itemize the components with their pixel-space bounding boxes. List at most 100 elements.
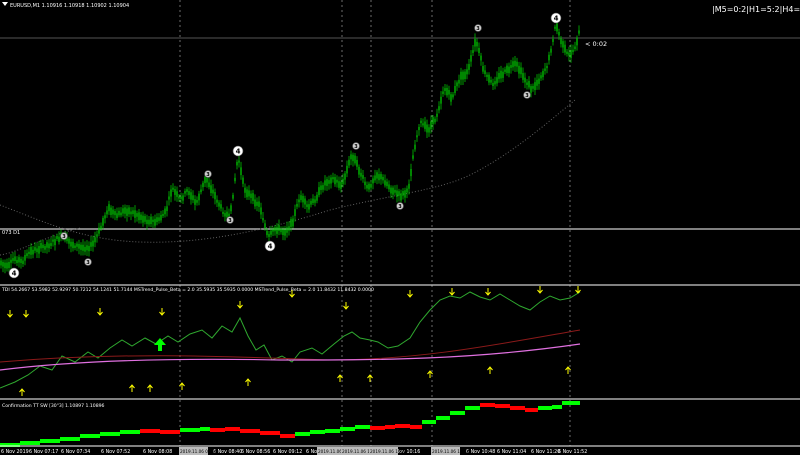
candle-body — [152, 219, 154, 222]
candle-body — [216, 199, 218, 203]
candle-body — [300, 195, 302, 201]
buy-arrow-icon — [487, 366, 493, 374]
svg-text:3: 3 — [354, 144, 358, 150]
buy-arrow-icon — [245, 378, 251, 386]
candle-body — [188, 191, 190, 195]
candle-body — [256, 201, 258, 206]
candle-body — [244, 187, 246, 193]
candle-body — [310, 200, 312, 205]
candle-body — [158, 217, 160, 221]
candle-body — [294, 209, 296, 216]
candle-body — [212, 189, 214, 194]
candle-body — [402, 191, 404, 196]
svg-text:2019.11.06 10:00: 2019.11.06 10:00 — [342, 449, 380, 454]
candle-body — [474, 39, 476, 47]
confirmation-bar — [510, 406, 525, 410]
candle-body — [236, 161, 238, 166]
candle-body — [80, 244, 82, 250]
candle-body — [498, 72, 500, 79]
candle-body — [66, 235, 68, 242]
confirmation-bar — [395, 424, 410, 428]
header-dropdown-icon[interactable] — [2, 2, 8, 6]
candle-body — [266, 230, 268, 236]
candle-body — [524, 77, 526, 83]
candle-body — [372, 178, 374, 184]
svg-text:3: 3 — [62, 234, 66, 240]
candle-body — [552, 39, 554, 42]
wave-markers: 4 3 3 3 3 4 4 3 3 3 4 3 — [8, 12, 562, 279]
wave-marker: 3 — [396, 202, 404, 210]
confirmation-bar — [572, 401, 580, 405]
candle-body — [154, 218, 156, 226]
candle-body — [208, 182, 210, 188]
time-label: 6 Nov 11:52 — [558, 449, 587, 455]
candle-body — [122, 208, 124, 214]
candle-body — [110, 207, 112, 215]
candle-body — [528, 80, 530, 88]
candle-body — [136, 213, 138, 217]
candle-body — [534, 82, 536, 91]
candle-body — [124, 207, 126, 214]
candle-body — [488, 74, 490, 83]
candle-body — [114, 211, 116, 216]
candle-body — [458, 79, 460, 84]
candle-body — [366, 185, 368, 189]
candle-body — [432, 117, 434, 125]
candle-body — [56, 235, 58, 239]
candle-body — [504, 69, 506, 72]
candle-body — [526, 82, 528, 85]
confirmation-bars — [0, 401, 580, 447]
sell-arrow-icon — [7, 310, 13, 318]
candle-body — [462, 71, 464, 80]
confirmation-bar — [60, 437, 80, 441]
svg-text:3: 3 — [476, 26, 480, 32]
time-label: 6 Nov 08:40 — [213, 449, 242, 455]
candle-body — [350, 154, 352, 160]
buy-arrow-icon — [179, 382, 185, 390]
candle-body — [68, 238, 70, 244]
candle-body — [46, 242, 48, 248]
candle-body — [516, 61, 518, 67]
confirmation-bar — [538, 406, 552, 410]
candle-body — [412, 155, 414, 159]
sell-arrow-icon — [237, 301, 243, 309]
candle-body — [160, 214, 162, 221]
confirmation-bar — [410, 425, 422, 429]
candle-body — [418, 126, 420, 131]
candle-body — [220, 204, 222, 209]
candle-body — [480, 55, 482, 61]
candle-body — [510, 65, 512, 68]
wave-marker: 3 — [60, 232, 68, 240]
candle-body — [30, 247, 32, 255]
candle-body — [410, 169, 412, 177]
candle-body — [90, 242, 92, 247]
sell-arrow-icon — [23, 310, 29, 318]
candle-body — [162, 213, 164, 216]
candle-body — [374, 175, 376, 181]
candle-body — [502, 71, 504, 78]
candle-body — [224, 213, 226, 217]
candle-body — [282, 229, 284, 236]
candle-body — [444, 88, 446, 92]
confirmation-bar — [552, 405, 562, 409]
candle-body — [38, 246, 40, 254]
time-label: 6 Nov 2019 — [1, 449, 29, 455]
candle-body — [174, 189, 176, 195]
candle-body — [6, 262, 8, 269]
candle-body — [168, 196, 170, 200]
candle-body — [108, 204, 110, 212]
candle-body — [486, 74, 488, 77]
candle-body — [466, 69, 468, 75]
buy-arrow-icon — [337, 374, 343, 382]
candle-body — [248, 190, 250, 197]
svg-text:3: 3 — [86, 260, 90, 266]
candle-body — [226, 211, 228, 218]
sell-arrow-icon — [575, 286, 581, 294]
candle-body — [324, 180, 326, 186]
time-axis: 6 Nov 2019 6 Nov 07:17 6 Nov 07:34 6 Nov 07… — [1, 447, 587, 455]
candle-body — [274, 227, 276, 232]
candle-body — [270, 230, 272, 235]
candle-body — [186, 189, 188, 192]
candle-body — [194, 199, 196, 205]
